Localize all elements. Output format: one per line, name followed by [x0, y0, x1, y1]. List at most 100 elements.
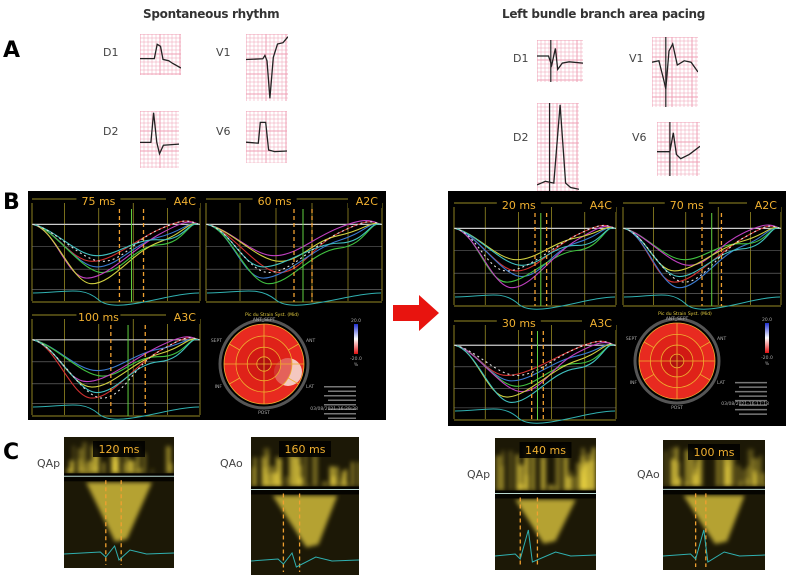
strain-curve [32, 337, 200, 399]
segment-label-post: POST [671, 405, 683, 411]
view-label: A2C [755, 199, 778, 212]
segment-label-ant: ANT [306, 338, 315, 344]
strain-panel-spontaneous: 75 ms A4C 60 ms A2C 100 ms A3C Pic du Strain S… [28, 191, 386, 420]
segment-label-post: POST [258, 410, 270, 416]
strain-plot-left-a4c: 75 ms A4C [30, 193, 202, 306]
strain-curve [32, 338, 200, 394]
strain-curve [454, 224, 616, 272]
color-scale-bar [354, 324, 358, 354]
delay-label: 100 ms [78, 311, 119, 324]
strain-curve [454, 225, 616, 289]
delay-label: 140 ms [525, 444, 566, 457]
scale-max: 20.0 [762, 317, 772, 323]
scale-min: -20.0 [761, 355, 773, 361]
strain-curve [623, 227, 781, 289]
bullseye-title: Pic du Strain Syst. (Mid) [658, 311, 712, 317]
strain-curve [454, 227, 616, 266]
ecg-lead-label-left-d2: D2 [103, 125, 119, 138]
right-arrow-icon [393, 295, 439, 331]
view-label: A4C [174, 195, 197, 208]
doppler-label-right-qao: QAo [637, 468, 660, 481]
strain-plot-left-a2c: 60 ms A2C [204, 193, 384, 306]
ecg-waveform [246, 36, 288, 99]
strain-curve [32, 223, 200, 274]
delay-label: 100 ms [694, 446, 735, 459]
strain-curve [454, 340, 616, 377]
doppler-right-qao: 100 ms [663, 440, 765, 570]
ecg-waveform [246, 121, 287, 153]
timestamp: 03/08/2021-16:17:18 [721, 401, 769, 407]
ecg-waveform [140, 43, 181, 69]
ecg-tile-right-d1 [537, 40, 583, 82]
ecg-waveform [537, 104, 579, 190]
strain-curve [206, 223, 382, 285]
segment-label-sept: SEPT [211, 338, 222, 344]
doppler-spectrum [66, 442, 173, 542]
delay-label: 160 ms [285, 443, 326, 456]
right-column-title: Left bundle branch area pacing [502, 7, 706, 21]
strain-plot-left-a3c: 100 ms A3C [30, 309, 202, 420]
view-label: A2C [356, 195, 379, 208]
gls-readout-line [328, 390, 356, 392]
segment-label-ant-sept: ANT_SEPT [253, 317, 276, 323]
panel-label-a: A [3, 38, 21, 63]
ecg-tile-right-v1 [652, 37, 698, 107]
strain-panel-lbbap: 20 ms A4C 70 ms A2C 30 ms A3C Pic du Strain Sy… [448, 191, 786, 426]
gls-readout-line [324, 413, 356, 415]
ecg-trace [663, 529, 765, 563]
gls-readout-line [735, 390, 767, 393]
ecg-trace [251, 551, 359, 568]
strain-curve [454, 342, 616, 393]
panel-label-c: C [3, 440, 20, 465]
panel-label-b: B [3, 190, 20, 215]
gls-readout-line [739, 413, 767, 415]
gls-readout-line [739, 404, 767, 406]
segment-label-ant-sept: ANT_SEPT [666, 316, 689, 322]
strain-curve [206, 221, 382, 274]
ecg-waveform [140, 112, 179, 156]
color-scale-bar [765, 323, 769, 353]
gls-readout-line [324, 404, 356, 406]
strain-curve [32, 220, 200, 262]
gls-readout-line [324, 395, 356, 397]
doppler-label-left-qap: QAp [37, 457, 61, 470]
segment-label-sept: SEPT [626, 336, 637, 342]
scale-max: 20.0 [351, 318, 361, 324]
strain-curve [32, 223, 200, 257]
delay-label: 20 ms [502, 199, 536, 212]
doppler-spectrum [251, 445, 359, 548]
strain-curve [623, 227, 781, 278]
strain-curve [32, 337, 200, 399]
ecg-trace [32, 404, 200, 420]
ecg-lead-label-right-v1: V1 [629, 52, 644, 65]
strain-curve [454, 226, 616, 278]
strain-curve [32, 338, 200, 377]
view-label: A3C [174, 311, 197, 324]
ecg-lead-label-left-d1: D1 [103, 46, 119, 59]
strain-curve [32, 223, 200, 285]
delay-label: 70 ms [670, 199, 704, 212]
strain-plot-right-a4c: 20 ms A4C [452, 197, 618, 310]
ecg-tile-left-d1 [140, 34, 181, 75]
strain-curve [623, 225, 781, 283]
ecg-trace [623, 294, 781, 310]
gls-readout-line [328, 399, 356, 401]
strain-curve [454, 226, 616, 261]
ecg-trace [32, 290, 200, 306]
ecg-trace [454, 294, 616, 310]
strain-curve [32, 338, 200, 372]
strain-plot-right-a3c: 30 ms A3C [452, 315, 618, 424]
gls-readout-line [324, 386, 356, 388]
strain-plot-right-a2c: 70 ms A2C [621, 197, 783, 310]
strain-curve [623, 227, 781, 261]
ecg-lead-label-right-d2: D2 [513, 131, 529, 144]
ecg-trace [64, 544, 174, 561]
delay-label: 75 ms [81, 195, 115, 208]
segment-label-ant: ANT [717, 336, 726, 342]
ecg-trace [206, 290, 382, 306]
ecg-lead-label-right-v6: V6 [632, 131, 647, 144]
view-label: A4C [590, 199, 613, 212]
scale-min: -20.0 [350, 356, 362, 362]
delay-label: 30 ms [502, 317, 536, 330]
